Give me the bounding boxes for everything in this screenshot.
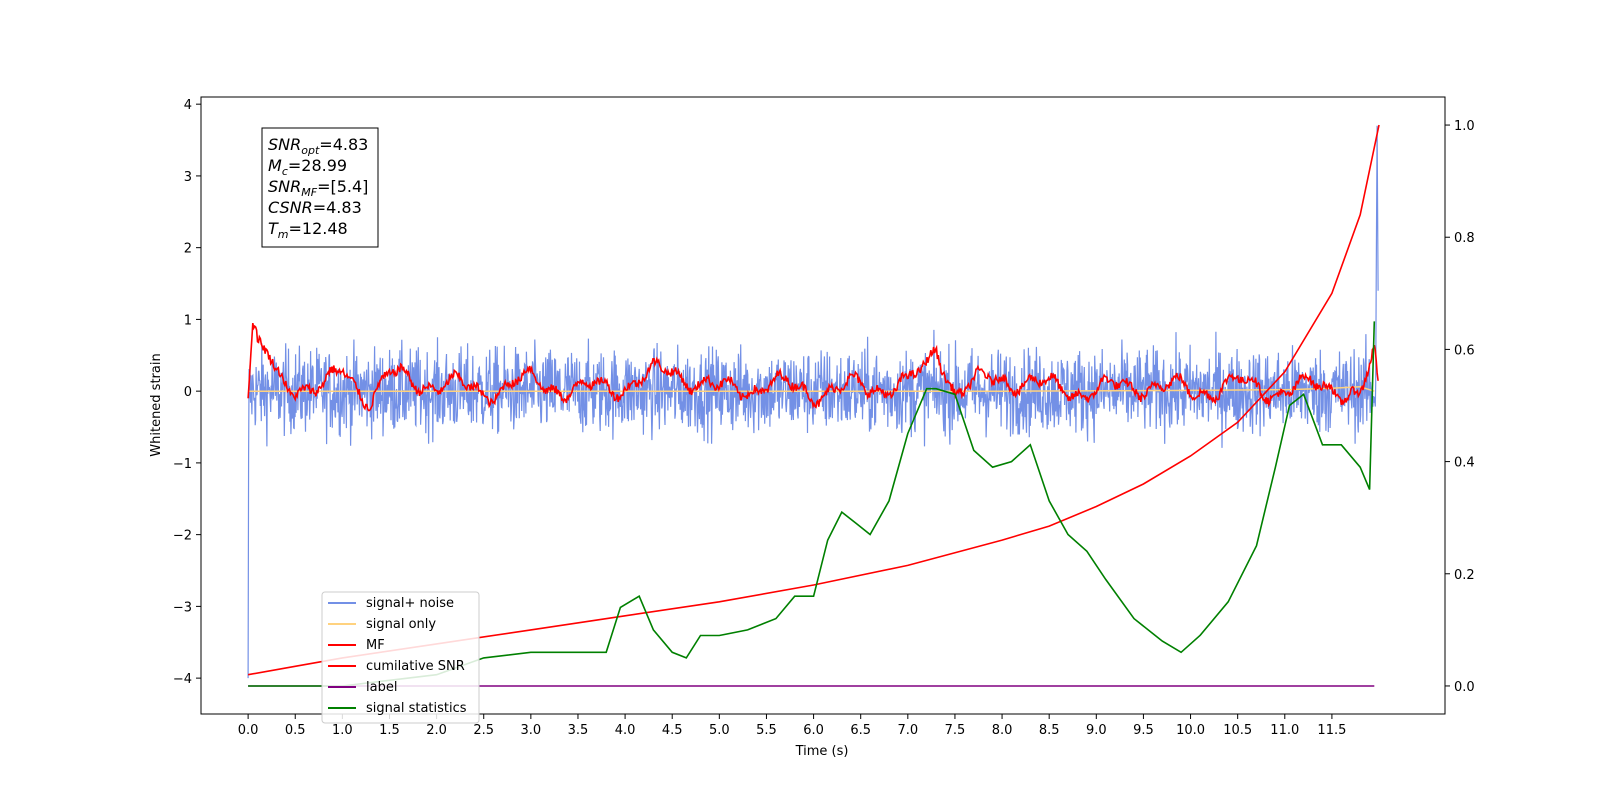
x-tick-label: 1.0 <box>332 723 353 738</box>
y-left-tick-label: −2 <box>173 529 192 544</box>
x-tick-label: 10.0 <box>1176 723 1205 738</box>
legend-label-signal-statistics: signal statistics <box>366 701 467 716</box>
y-left-tick-label: −4 <box>173 672 192 687</box>
x-tick-label: 11.5 <box>1317 723 1346 738</box>
annotation-line: SNRopt=4.83 <box>268 135 368 157</box>
plot-area <box>200 96 1446 715</box>
x-axis-label: Time (s) <box>795 744 849 759</box>
y-left-tick-label: 1 <box>184 313 192 328</box>
annotation-line: Mc=28.99 <box>268 156 347 178</box>
series-mf <box>247 322 1379 412</box>
y-right-tick-label: 0.6 <box>1454 343 1475 358</box>
x-tick-label: 2.0 <box>426 723 447 738</box>
annotation-line: CSNR=4.83 <box>268 198 362 217</box>
x-tick-label: 3.5 <box>568 723 589 738</box>
x-tick-label: 6.5 <box>850 723 871 738</box>
legend: signal+ noise signal only MF cumilative SNR… <box>321 591 480 724</box>
legend-label-mf: MF <box>366 638 385 653</box>
x-tick-label: 10.5 <box>1223 723 1252 738</box>
y-axis-left: 4 3 2 1 0 −1 −2 −3 −4 <box>173 98 201 687</box>
y-axis-right: 1.0 0.8 0.6 0.4 0.2 0.0 <box>1445 119 1475 695</box>
y-left-tick-label: −1 <box>173 457 192 472</box>
y-right-tick-label: 0.4 <box>1454 456 1475 471</box>
y-left-tick-label: 0 <box>184 385 192 400</box>
annotation-line: SNRMF=[5.4] <box>268 177 368 199</box>
x-tick-label: 7.5 <box>945 723 966 738</box>
legend-label-label: label <box>366 680 397 695</box>
y-right-tick-label: 0.2 <box>1454 568 1475 583</box>
y-left-tick-label: 4 <box>184 98 192 113</box>
legend-label-signal-only: signal only <box>366 617 436 632</box>
x-tick-label: 0.5 <box>285 723 306 738</box>
x-tick-label: 5.0 <box>709 723 730 738</box>
y-right-tick-label: 0.0 <box>1454 680 1475 695</box>
x-axis: 0.0 0.5 1.0 1.5 2.0 2.5 3.0 3.5 4.0 4.5 5.0 5.5 6.0 6… <box>238 714 1346 738</box>
y-right-tick-label: 0.8 <box>1454 231 1475 246</box>
x-tick-label: 8.5 <box>1039 723 1060 738</box>
x-tick-label: 0.0 <box>238 723 259 738</box>
series-signal-statistics <box>248 321 1376 687</box>
annotation-box <box>261 127 379 248</box>
x-tick-label: 4.0 <box>615 723 636 738</box>
y-left-tick-label: 2 <box>184 242 192 257</box>
y-right-tick-label: 1.0 <box>1454 119 1475 134</box>
x-tick-label: 7.0 <box>897 723 918 738</box>
legend-label-cumilative-snr: cumilative SNR <box>366 659 465 674</box>
legend-box <box>321 591 480 724</box>
x-tick-label: 1.5 <box>379 723 400 738</box>
x-tick-label: 11.0 <box>1270 723 1299 738</box>
x-tick-label: 6.0 <box>803 723 824 738</box>
annotation-line: Tm=12.48 <box>268 219 348 241</box>
x-tick-label: 2.5 <box>473 723 494 738</box>
legend-label-signal-noise: signal+ noise <box>366 596 454 611</box>
x-tick-label: 8.0 <box>992 723 1013 738</box>
y-left-tick-label: −3 <box>173 600 192 615</box>
x-tick-label: 3.0 <box>521 723 542 738</box>
y-axis-left-label: Whitened strain <box>149 353 164 456</box>
x-tick-label: 4.5 <box>662 723 683 738</box>
x-tick-label: 5.5 <box>756 723 777 738</box>
x-tick-label: 9.5 <box>1133 723 1154 738</box>
y-left-tick-label: 3 <box>184 170 192 185</box>
x-tick-label: 9.0 <box>1086 723 1107 738</box>
